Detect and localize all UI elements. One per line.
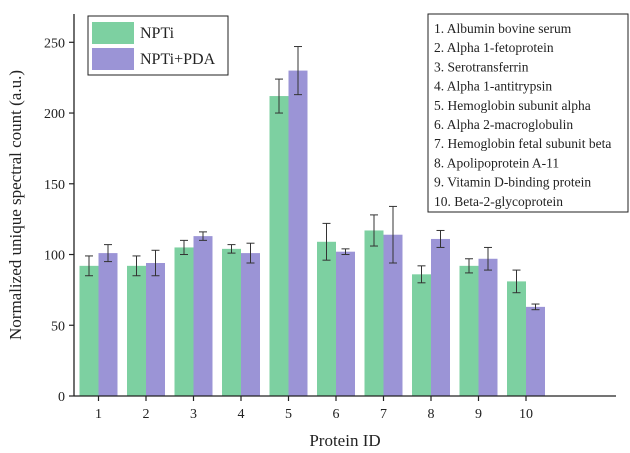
protein-key-border [427, 13, 629, 213]
error-bar-npti-pda-8 [436, 229, 445, 248]
bar-npti-pda-5 [288, 70, 308, 396]
bar-npti-3 [174, 247, 194, 396]
y-axis-title: Normalized unique spectral count (a.u.) [6, 70, 25, 340]
bar-npti-pda-9 [478, 258, 498, 396]
protein-key-line-1: 1. Albumin bovine serum [434, 21, 572, 36]
error-bar-npti-pda-4 [246, 242, 255, 264]
protein-key-line-6: 6. Alpha 2-macroglobulin [434, 117, 573, 132]
legend: NPTi NPTi+PDA [87, 15, 229, 76]
bar-npti-5 [269, 96, 289, 396]
error-bar-npti-5 [275, 78, 283, 114]
y-tick-label-0: 0 [58, 390, 65, 405]
x-tick-label-6: 6 [333, 407, 340, 422]
y-tick-label-200: 200 [44, 107, 65, 122]
x-tick-label-3: 3 [190, 407, 197, 422]
error-bar-npti-2 [132, 255, 141, 277]
x-tick-label-8: 8 [428, 407, 435, 422]
bar-npti-2 [127, 265, 146, 396]
bar-npti-6 [317, 241, 336, 396]
legend-swatch-npti-pda [92, 48, 134, 70]
x-tick-label-10: 10 [519, 407, 533, 422]
x-tick-label-4: 4 [238, 407, 245, 422]
bar-npti-pda-6 [336, 251, 355, 396]
protein-key-line-10: 10. Beta-2-glycoprotein [434, 194, 563, 209]
protein-key-line-5: 5. Hemoglobin subunit alpha [434, 98, 591, 113]
error-bar-npti-pda-2 [151, 249, 160, 277]
error-bar-npti-pda-5 [294, 46, 302, 96]
error-bar-npti-pda-10 [531, 303, 540, 311]
error-bar-npti-8 [417, 265, 426, 284]
bar-npti-8 [412, 274, 431, 396]
y-tick-label-150: 150 [44, 178, 65, 193]
error-bar-npti-pda-9 [484, 246, 492, 271]
bar-npti-pda-3 [193, 236, 213, 396]
protein-key-line-7: 7. Hemoglobin fetal subunit beta [434, 136, 611, 151]
protein-key-line-9: 9. Vitamin D-binding protein [434, 175, 591, 190]
error-bar-npti-pda-6 [341, 248, 350, 256]
x-tick-label-2: 2 [143, 407, 150, 422]
bars-layer [79, 46, 545, 396]
protein-key-box: 1. Albumin bovine serum 2. Alpha 1-fetopr… [427, 13, 629, 213]
x-tick-label-1: 1 [95, 407, 102, 422]
legend-label-npti: NPTi [140, 25, 175, 42]
bar-npti-pda-1 [98, 253, 118, 396]
bar-npti-4 [222, 248, 241, 396]
error-bar-npti-1 [85, 255, 93, 277]
x-tick-label-7: 7 [380, 407, 387, 422]
y-tick-label-50: 50 [51, 319, 65, 334]
y-tick-label-250: 250 [44, 36, 65, 51]
protein-key-line-4: 4. Alpha 1-antitrypsin [434, 79, 552, 94]
error-bar-npti-10 [512, 269, 521, 294]
protein-key-line-3: 3. Serotransferrin [434, 59, 529, 74]
bar-npti-10 [507, 281, 526, 396]
legend-label-npti-pda: NPTi+PDA [140, 51, 216, 68]
x-axis-title: Protein ID [309, 431, 380, 450]
bar-npti-pda-2 [146, 263, 165, 396]
legend-swatch-npti [92, 22, 134, 44]
y-tick-label-100: 100 [44, 249, 65, 264]
error-bar-npti-9 [465, 258, 473, 274]
protein-key-line-8: 8. Apolipoprotein A-11 [434, 155, 559, 170]
x-tick-label-5: 5 [285, 407, 292, 422]
error-bar-npti-6 [322, 222, 331, 261]
bar-npti-1 [79, 265, 99, 396]
error-bar-npti-7 [370, 214, 378, 247]
bar-npti-pda-7 [383, 234, 403, 396]
error-bar-npti-4 [227, 244, 236, 254]
bar-npti-pda-4 [241, 253, 260, 396]
bar-npti-pda-8 [431, 238, 450, 396]
protein-key-line-2: 2. Alpha 1-fetoprotein [434, 40, 554, 55]
bar-npti-9 [459, 265, 479, 396]
bar-npti-pda-10 [526, 306, 545, 396]
error-bar-npti-pda-1 [104, 244, 112, 263]
error-bar-npti-pda-3 [199, 231, 207, 241]
error-bar-npti-3 [180, 239, 188, 256]
error-bar-npti-pda-7 [389, 205, 397, 264]
x-tick-label-9: 9 [475, 407, 482, 422]
bar-npti-7 [364, 230, 384, 396]
